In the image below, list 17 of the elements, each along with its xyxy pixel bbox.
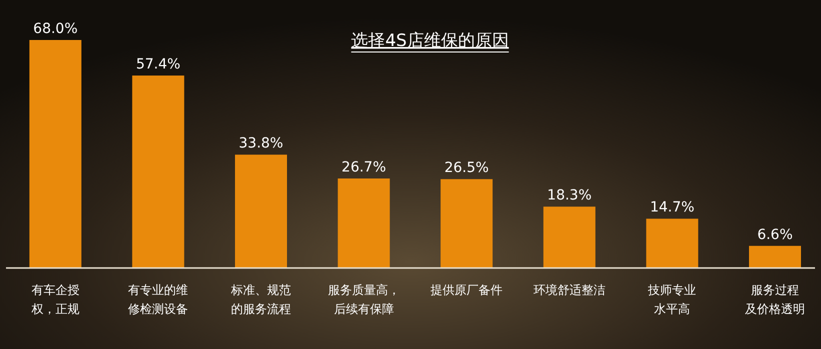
x-tick-label: 服务过程及价格透明 bbox=[745, 283, 805, 316]
data-label: 26.5% bbox=[444, 160, 489, 176]
x-tick-label: 标准、规范的服务流程 bbox=[230, 283, 291, 316]
x-tick-label: 有专业的维修检测设备 bbox=[128, 283, 188, 316]
data-label: 57.4% bbox=[136, 56, 180, 73]
data-label: 68.0% bbox=[33, 21, 78, 37]
data-label: 18.3% bbox=[547, 188, 592, 204]
x-tick-label: 环境舒适整洁 bbox=[533, 283, 606, 297]
x-tick-label: 技师专业水平高 bbox=[647, 283, 696, 316]
x-tick-label: 有车企授权，正规 bbox=[30, 283, 80, 316]
x-tick-label: 提供原厂备件 bbox=[430, 283, 503, 297]
data-label: 26.7% bbox=[342, 159, 386, 176]
x-tick-label: 服务质量高，后续有保障 bbox=[328, 283, 400, 316]
data-label: 6.6% bbox=[757, 226, 793, 243]
chart-title: 选择4S店维保的原因 bbox=[351, 31, 509, 51]
data-label: 14.7% bbox=[650, 200, 694, 216]
data-label: 33.8% bbox=[238, 136, 284, 152]
